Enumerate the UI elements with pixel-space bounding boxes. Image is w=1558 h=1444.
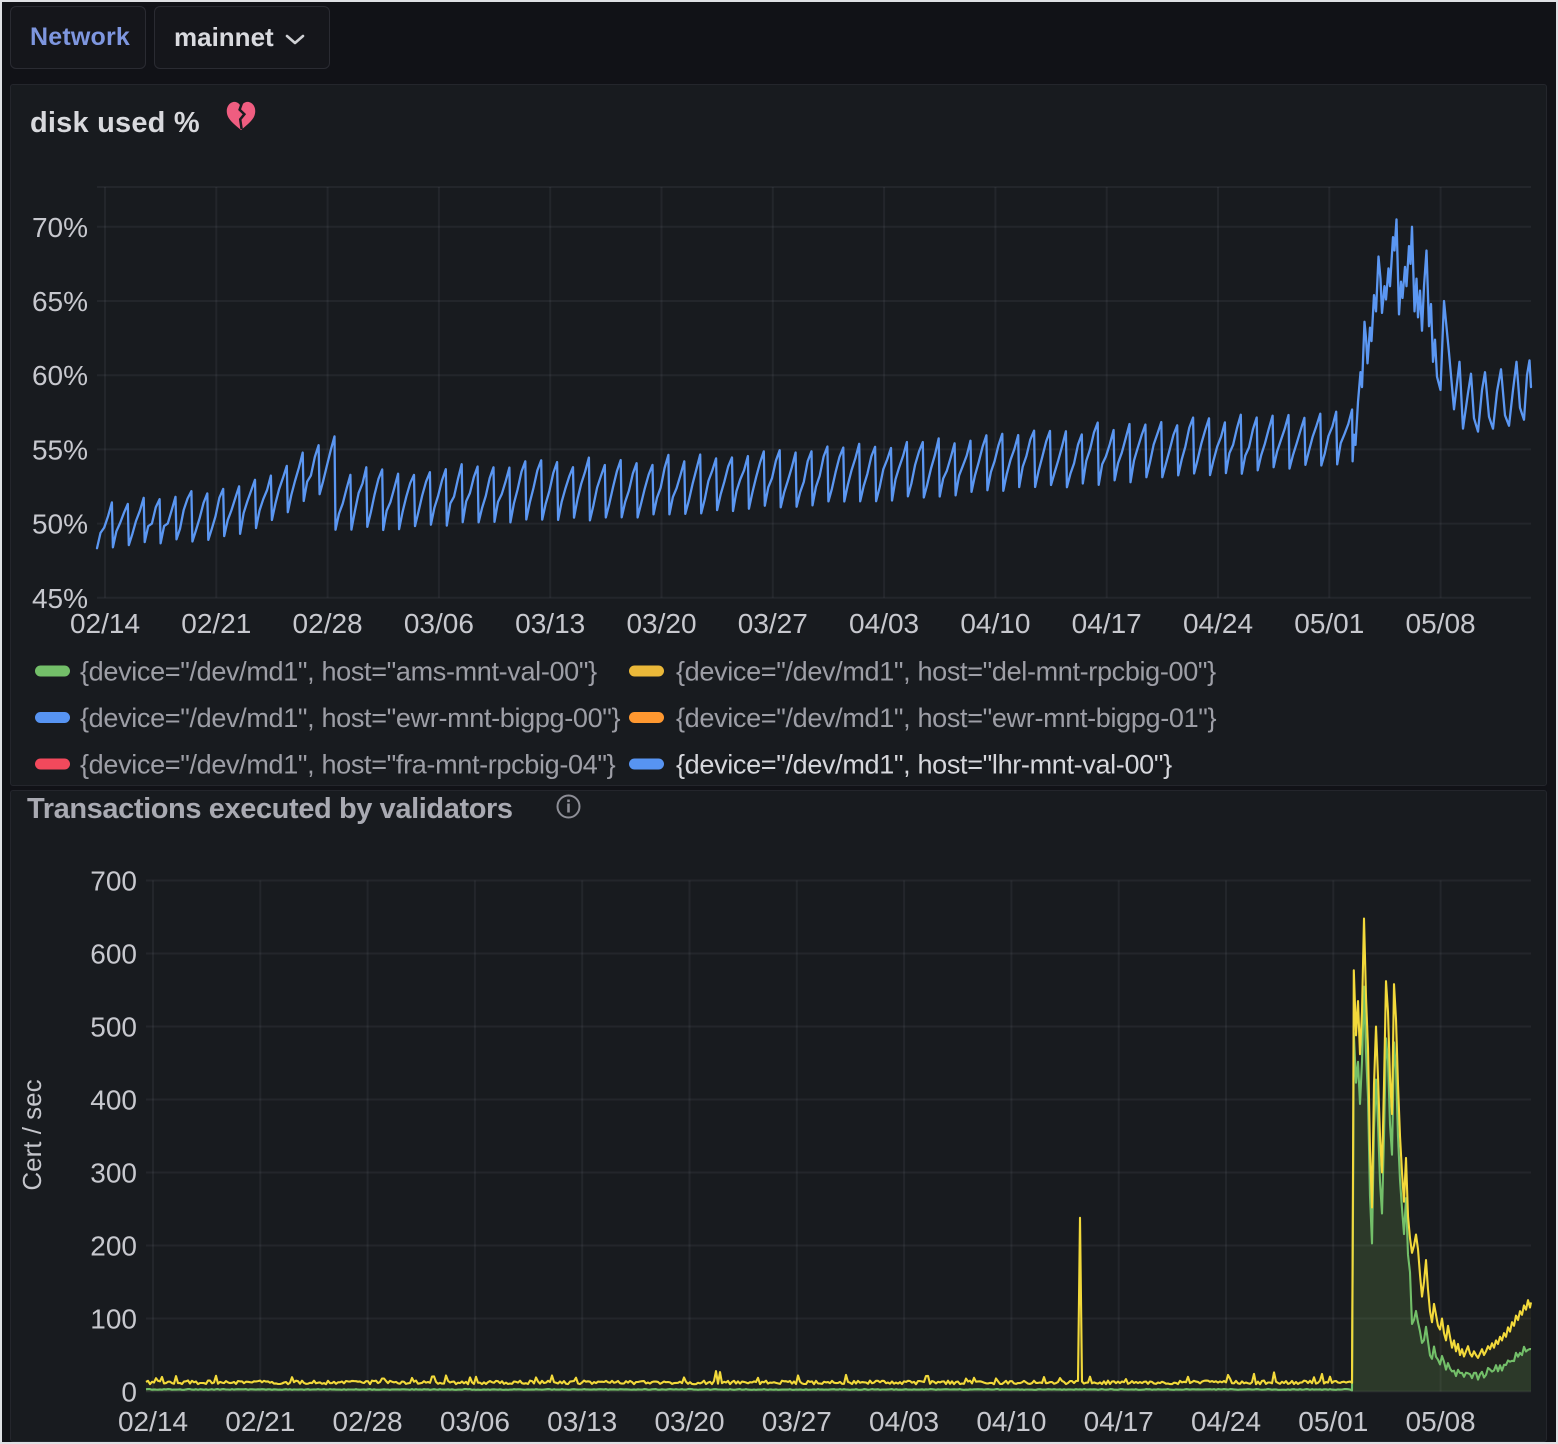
svg-text:55%: 55%: [32, 434, 88, 465]
svg-text:02/28: 02/28: [333, 1406, 403, 1437]
svg-text:200: 200: [90, 1231, 137, 1262]
svg-text:03/20: 03/20: [626, 608, 696, 639]
svg-text:02/21: 02/21: [225, 1406, 295, 1437]
svg-text:05/01: 05/01: [1294, 608, 1364, 639]
svg-text:600: 600: [90, 939, 137, 970]
svg-text:{device="/dev/md1", host="del-: {device="/dev/md1", host="del-mnt-rpcbig…: [676, 657, 1216, 687]
svg-text:03/13: 03/13: [547, 1406, 617, 1437]
svg-text:02/21: 02/21: [181, 608, 251, 639]
svg-text:65%: 65%: [32, 286, 88, 317]
svg-text:{device="/dev/md1", host="lhr-: {device="/dev/md1", host="lhr-mnt-val-00…: [676, 750, 1172, 780]
svg-text:02/14: 02/14: [118, 1406, 188, 1437]
svg-text:700: 700: [90, 866, 137, 897]
svg-text:{device="/dev/md1", host="ewr-: {device="/dev/md1", host="ewr-mnt-bigpg-…: [80, 703, 621, 733]
svg-text:03/27: 03/27: [762, 1406, 832, 1437]
svg-text:500: 500: [90, 1012, 137, 1043]
svg-text:100: 100: [90, 1304, 137, 1335]
svg-text:{device="/dev/md1", host="ams-: {device="/dev/md1", host="ams-mnt-val-00…: [80, 657, 597, 687]
svg-text:disk used %: disk used %: [30, 107, 200, 139]
svg-text:45%: 45%: [32, 583, 88, 614]
svg-text:{device="/dev/md1", host="ewr-: {device="/dev/md1", host="ewr-mnt-bigpg-…: [676, 703, 1217, 733]
svg-text:04/24: 04/24: [1191, 1406, 1261, 1437]
svg-text:60%: 60%: [32, 360, 88, 391]
svg-text:03/06: 03/06: [440, 1406, 510, 1437]
svg-text:05/08: 05/08: [1406, 608, 1476, 639]
svg-text:04/03: 04/03: [869, 1406, 939, 1437]
svg-text:0: 0: [121, 1377, 137, 1408]
svg-text:04/17: 04/17: [1072, 608, 1142, 639]
svg-text:04/17: 04/17: [1084, 1406, 1154, 1437]
svg-text:02/28: 02/28: [293, 608, 363, 639]
svg-text:04/10: 04/10: [960, 608, 1030, 639]
svg-text:50%: 50%: [32, 509, 88, 540]
svg-text:Cert / sec: Cert / sec: [17, 1079, 47, 1190]
svg-text:02/14: 02/14: [70, 608, 140, 639]
svg-text:05/08: 05/08: [1406, 1406, 1476, 1437]
svg-text:04/24: 04/24: [1183, 608, 1253, 639]
svg-text:Transactions executed by valid: Transactions executed by validators: [27, 793, 513, 825]
svg-text:04/10: 04/10: [976, 1406, 1046, 1437]
svg-text:04/03: 04/03: [849, 608, 919, 639]
svg-text:03/27: 03/27: [738, 608, 808, 639]
svg-text:400: 400: [90, 1085, 137, 1116]
svg-text:03/06: 03/06: [404, 608, 474, 639]
svg-text:70%: 70%: [32, 212, 88, 243]
svg-text:05/01: 05/01: [1298, 1406, 1368, 1437]
svg-text:03/13: 03/13: [515, 608, 585, 639]
svg-text:300: 300: [90, 1158, 137, 1189]
svg-text:03/20: 03/20: [654, 1406, 724, 1437]
svg-text:{device="/dev/md1", host="fra-: {device="/dev/md1", host="fra-mnt-rpcbig…: [80, 750, 616, 780]
